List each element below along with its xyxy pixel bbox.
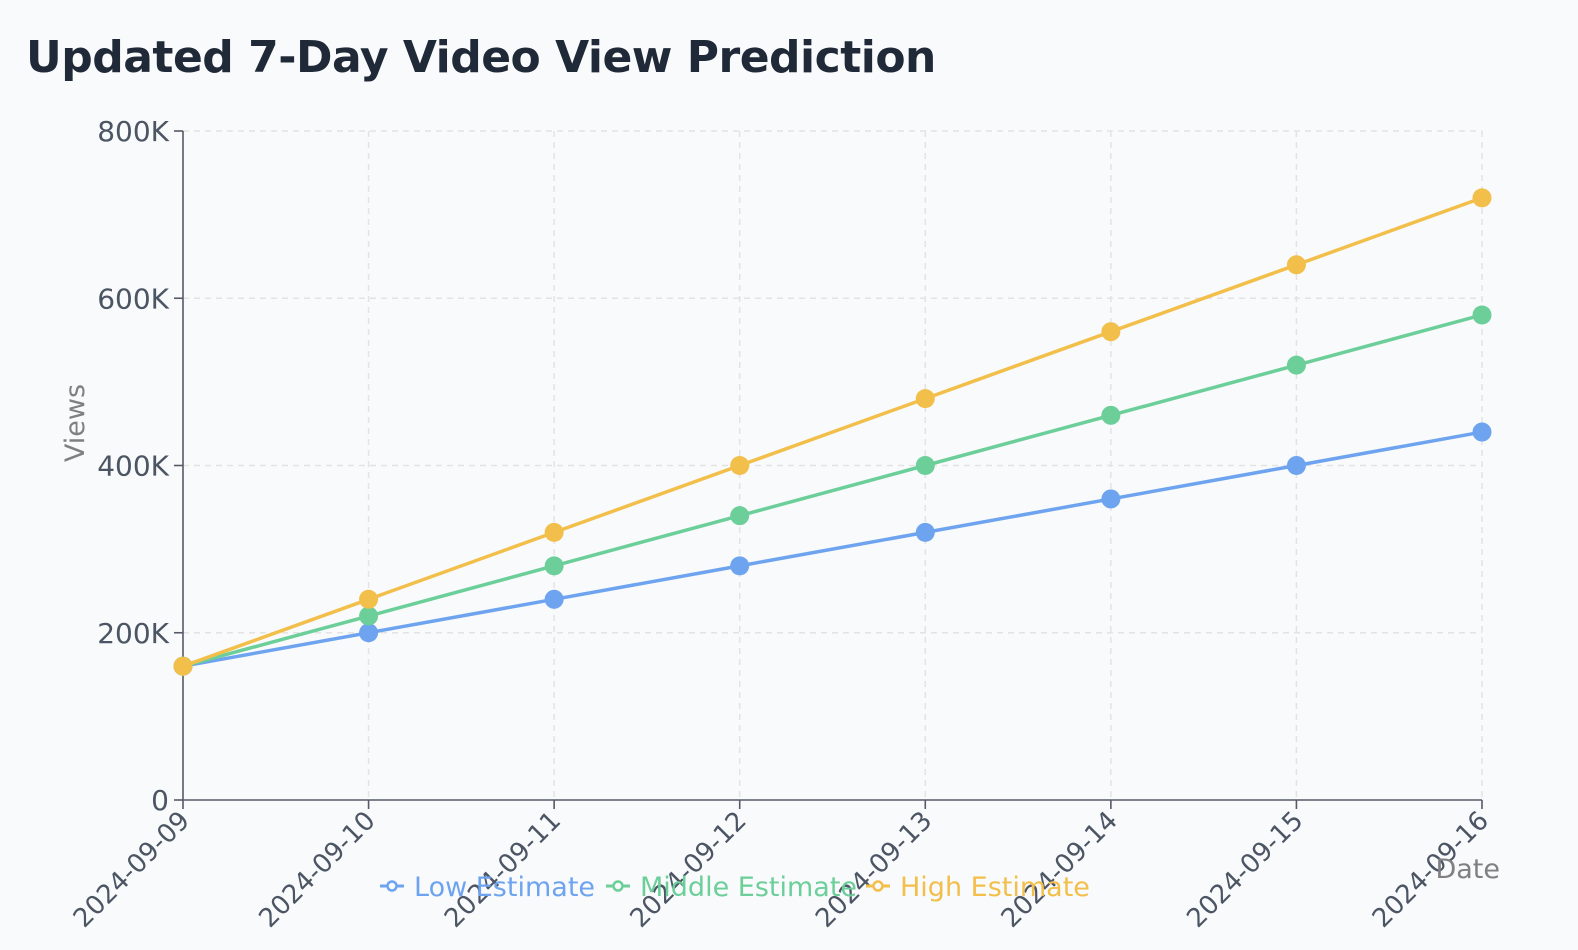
data-point-low-estimate[interactable] (915, 522, 935, 542)
data-point-middle-estimate[interactable] (544, 556, 564, 576)
y-tick-label: 800K (97, 115, 169, 148)
chart-title: Updated 7-Day Video View Prediction (26, 32, 936, 83)
legend-label: High Estimate (900, 872, 1090, 903)
data-point-low-estimate[interactable] (730, 556, 750, 576)
x-tick-label: 2024-09-15 (1181, 806, 1309, 934)
legend-item-middle-estimate[interactable]: Middle Estimate (606, 872, 857, 903)
series-high-estimate (173, 188, 1492, 676)
legend-label: Low Estimate (414, 872, 595, 903)
data-point-high-estimate[interactable] (1472, 188, 1492, 208)
data-point-low-estimate[interactable] (544, 589, 564, 609)
legend-marker-icon (612, 880, 624, 892)
y-tick-label: 600K (97, 282, 169, 315)
data-point-high-estimate[interactable] (915, 389, 935, 409)
y-ticks: 0 200K 400K 600K 800K (97, 115, 183, 817)
x-tick-label: 2024-09-10 (253, 806, 381, 934)
x-tick-label: 2024-09-13 (810, 806, 938, 934)
series-middle-estimate (173, 305, 1492, 676)
data-point-middle-estimate[interactable] (1286, 355, 1306, 375)
data-point-middle-estimate[interactable] (1101, 405, 1121, 425)
x-axis-title: Date (1435, 854, 1500, 885)
series-line-middle-estimate (182, 313, 1483, 668)
series-group (173, 188, 1492, 676)
series-low-estimate (173, 422, 1492, 676)
legend-marker-icon (386, 880, 398, 892)
x-tick-label: 2024-09-14 (996, 806, 1124, 934)
y-tick-label: 200K (97, 617, 169, 650)
y-tick-label: 400K (97, 450, 169, 483)
legend-item-low-estimate[interactable]: Low Estimate (380, 872, 595, 903)
data-point-middle-estimate[interactable] (1472, 305, 1492, 325)
x-tick-label: 2024-09-11 (439, 806, 567, 934)
data-point-high-estimate[interactable] (1286, 255, 1306, 275)
data-point-low-estimate[interactable] (359, 623, 379, 643)
legend-label: Middle Estimate (640, 872, 857, 903)
y-tick-label: 0 (151, 784, 169, 817)
data-point-low-estimate[interactable] (1472, 422, 1492, 442)
data-point-high-estimate[interactable] (544, 522, 564, 542)
y-axis-title: Views (60, 384, 91, 462)
data-point-middle-estimate[interactable] (915, 456, 935, 475)
data-point-low-estimate[interactable] (1101, 489, 1121, 509)
data-point-high-estimate[interactable] (730, 456, 750, 475)
legend-item-high-estimate[interactable]: High Estimate (866, 872, 1090, 903)
series-line-low-estimate (182, 430, 1483, 668)
grid (183, 130, 1483, 800)
data-point-middle-estimate[interactable] (359, 606, 379, 626)
series-line-high-estimate (182, 196, 1483, 668)
x-tick-label: 2024-09-12 (625, 806, 753, 934)
legend-marker-icon (872, 880, 884, 892)
data-point-low-estimate[interactable] (1286, 456, 1306, 475)
data-point-high-estimate[interactable] (1101, 322, 1121, 342)
data-point-middle-estimate[interactable] (730, 506, 750, 526)
x-tick-label: 2024-09-09 (68, 806, 196, 934)
data-point-high-estimate[interactable] (173, 656, 193, 676)
legend[interactable]: Low Estimate Middle Estimate High Estimate (380, 872, 1090, 903)
data-point-high-estimate[interactable] (359, 589, 379, 609)
x-ticks: 2024-09-09 2024-09-10 2024-09-11 2024-09-12… (68, 800, 1495, 934)
